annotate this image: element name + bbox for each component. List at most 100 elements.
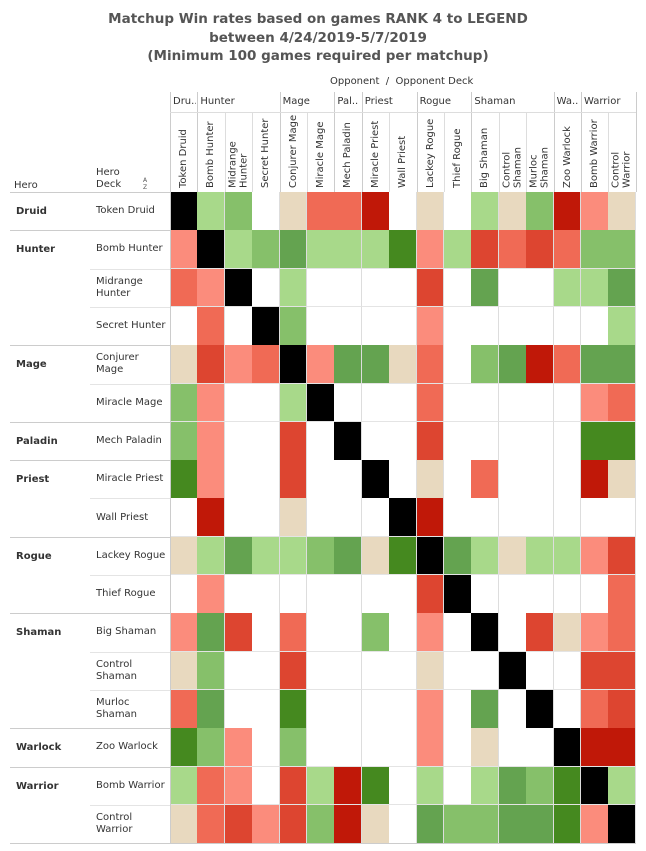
cell [307, 421, 335, 461]
cell [361, 689, 390, 729]
svg-text:Z: Z [143, 184, 147, 190]
group-divider [334, 92, 336, 192]
cell [526, 383, 555, 423]
cell [471, 498, 500, 538]
cell [197, 575, 226, 614]
cell [444, 651, 472, 691]
row-group-label: Rogue [16, 550, 52, 562]
cell [526, 460, 555, 499]
column-deck-label: Murloc Shaman [528, 146, 551, 188]
cell [416, 613, 445, 653]
cell [444, 536, 472, 576]
cell [581, 460, 609, 499]
row-deck-label: Conjurer Mage [96, 352, 139, 376]
group-divider [416, 92, 418, 192]
cell [361, 460, 390, 499]
column-group-label: Mage [282, 96, 310, 107]
cell [334, 728, 363, 767]
cell [581, 536, 609, 576]
cell [334, 804, 363, 844]
cell [170, 728, 198, 767]
cell [334, 460, 363, 499]
row-deck-label: Murloc Shaman [96, 697, 138, 721]
cell [389, 383, 418, 423]
cell [197, 230, 226, 270]
cell [526, 421, 555, 461]
cell [553, 804, 582, 844]
cell [224, 613, 253, 653]
cell [444, 230, 472, 270]
cell [361, 306, 390, 346]
cell [581, 575, 609, 614]
cell [252, 766, 281, 806]
row-rule [90, 268, 170, 270]
cell [334, 536, 363, 576]
cell [279, 575, 308, 614]
cell [279, 651, 308, 691]
cell [252, 192, 281, 231]
cell [389, 689, 418, 729]
cell [608, 268, 637, 308]
group-divider [635, 92, 637, 192]
cell [224, 728, 253, 767]
cell [170, 192, 198, 231]
cell [553, 689, 582, 729]
cell [170, 536, 198, 576]
cell [389, 804, 418, 844]
cell [361, 230, 390, 270]
svg-text:A: A [143, 177, 148, 184]
row-group-label: Druid [16, 206, 47, 217]
cell [252, 383, 281, 423]
cell [471, 613, 500, 653]
cell [197, 383, 226, 423]
cell [279, 766, 308, 806]
column-divider [389, 112, 391, 192]
column-deck-label: Lackey Rogue [424, 118, 436, 188]
cell [581, 306, 609, 346]
row-rule [90, 498, 170, 500]
column-group-label: Warrior [584, 96, 621, 107]
cell [279, 345, 308, 384]
column-deck-label: Zoo Warlock [561, 126, 573, 188]
title-line: Matchup Win rates based on games RANK 4 … [108, 11, 528, 27]
cell [224, 306, 253, 346]
cell [416, 345, 445, 384]
cell [416, 230, 445, 270]
cell [279, 421, 308, 461]
cell [279, 804, 308, 844]
cell [608, 306, 637, 346]
cell [581, 383, 609, 423]
cell [252, 498, 281, 538]
cell [526, 536, 555, 576]
cell [389, 421, 418, 461]
cell [170, 268, 198, 308]
cell [224, 421, 253, 461]
cell [334, 766, 363, 806]
cell [307, 804, 335, 844]
cell [581, 689, 609, 729]
cell [252, 651, 281, 691]
row-deck-label: Mech Paladin [96, 434, 162, 446]
cell [581, 268, 609, 308]
row-group-label: Shaman [16, 627, 62, 639]
title-line: (Minimum 100 games required per matchup) [147, 48, 489, 64]
cell [581, 728, 609, 767]
cell [526, 498, 555, 538]
cell [170, 230, 198, 270]
cell [252, 306, 281, 346]
column-deck-label: Control Shaman [501, 146, 524, 188]
cell [197, 651, 226, 691]
cell [252, 536, 281, 576]
cell [224, 230, 253, 270]
cell [608, 192, 637, 231]
row-deck-label: Secret Hunter [96, 320, 166, 332]
cell [361, 383, 390, 423]
cell [307, 306, 335, 346]
cell [279, 689, 308, 729]
cell [471, 651, 500, 691]
cell [170, 306, 198, 346]
cell [361, 613, 390, 653]
cell [444, 804, 472, 844]
cell [581, 498, 609, 538]
cell [334, 306, 363, 346]
